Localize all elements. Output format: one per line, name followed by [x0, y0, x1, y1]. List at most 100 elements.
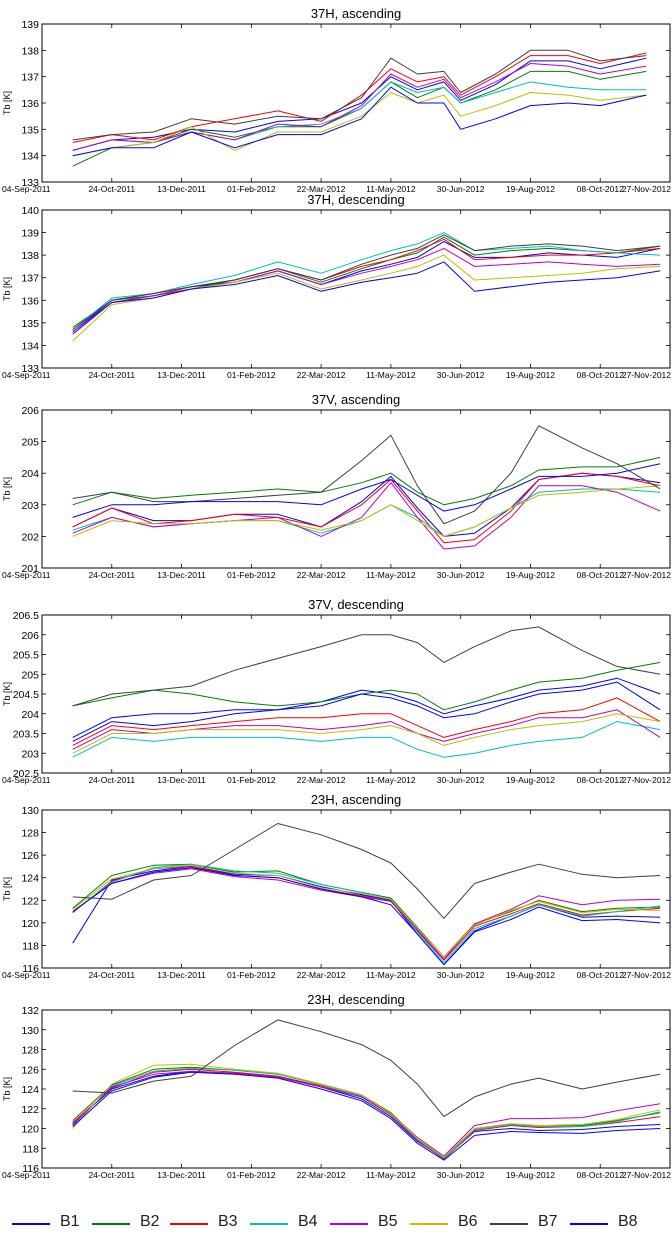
- y-tick-label: 126: [21, 850, 39, 862]
- x-tick-label: 13-Dec-2011: [157, 775, 206, 785]
- x-tick-label: 22-Mar-2012: [297, 184, 346, 194]
- series-line-b2: [72, 236, 661, 328]
- y-tick-label: 133: [21, 177, 39, 189]
- chart-title: 37V, descending: [308, 597, 404, 612]
- series-line-b5: [72, 247, 661, 333]
- series-line-b1: [72, 1070, 661, 1159]
- x-tick-label: 24-Oct-2011: [88, 570, 135, 580]
- legend-label: B4: [298, 1213, 318, 1230]
- chart-panel: 37V, ascending Tb [K] 201 202 203 204 205 206 04…: [2, 392, 671, 580]
- y-tick-label: 118: [22, 940, 39, 952]
- x-tick-label: 04-Sep-2011: [2, 184, 51, 194]
- legend-swatch: [570, 1223, 608, 1225]
- series-line-b8: [72, 463, 661, 518]
- y-axis-label: Tb [K]: [2, 877, 12, 901]
- chart-title: 37H, ascending: [311, 6, 401, 21]
- x-tick-label: 01-Feb-2012: [227, 1170, 276, 1180]
- y-tick-label: 135: [21, 318, 39, 330]
- legend-label: B8: [618, 1213, 638, 1230]
- x-tick-label: 19-Aug-2012: [506, 1170, 555, 1180]
- y-tick-label: 118: [22, 1143, 39, 1155]
- series-line-b7: [72, 234, 661, 331]
- y-tick-label: 206: [21, 630, 39, 642]
- y-tick-label: 120: [21, 1124, 39, 1136]
- y-tick-label: 203: [21, 500, 39, 512]
- series-line-b6: [72, 254, 661, 342]
- x-tick-label: 19-Aug-2012: [506, 570, 555, 580]
- x-tick-label: 01-Feb-2012: [227, 570, 276, 580]
- chart-panel: 37H, descending Tb [K] 133 134 135 136 137 138 1…: [2, 192, 671, 380]
- x-tick-label: 27-Nov-2012: [622, 1170, 671, 1180]
- x-tick-label: 11-May-2012: [366, 1170, 416, 1180]
- y-tick-label: 128: [21, 828, 39, 840]
- y-tick-label: 203.5: [13, 729, 39, 741]
- y-tick-label: 139: [21, 228, 39, 240]
- series-line-b5: [72, 63, 647, 151]
- y-tick-label: 205.5: [13, 650, 39, 662]
- y-axis-label: Tb [K]: [2, 91, 12, 115]
- series-line-b8: [72, 867, 661, 966]
- series-line-b5: [72, 482, 661, 550]
- series-line-b1: [72, 865, 661, 966]
- legend-swatch: [170, 1223, 208, 1225]
- x-tick-label: 08-Oct-2012: [577, 775, 625, 785]
- series-line-b4: [72, 1067, 661, 1159]
- series-line-b7: [72, 49, 647, 141]
- series-line-b7: [72, 425, 661, 525]
- legend-label: B7: [538, 1213, 558, 1230]
- series-line-b3: [72, 697, 661, 746]
- plot-frame: [41, 409, 671, 569]
- y-tick-label: 128: [21, 1045, 39, 1057]
- y-tick-label: 116: [22, 963, 39, 975]
- y-tick-label: 139: [21, 19, 39, 31]
- chart-panel: 23H, ascending Tb [K] 116 118 120 122 124 126 12…: [2, 792, 671, 980]
- y-tick-label: 124: [21, 1084, 39, 1096]
- y-axis-label: Tb [K]: [2, 477, 12, 501]
- x-tick-label: 13-Dec-2011: [157, 370, 206, 380]
- x-tick-label: 27-Nov-2012: [622, 970, 671, 980]
- x-tick-label: 04-Sep-2011: [2, 370, 51, 380]
- x-tick-label: 11-May-2012: [366, 570, 416, 580]
- x-tick-label: 04-Sep-2011: [2, 970, 51, 980]
- x-tick-label: 13-Dec-2011: [157, 570, 206, 580]
- series-line-b2: [72, 661, 661, 711]
- chart-title: 23H, descending: [307, 992, 405, 1007]
- x-tick-label: 11-May-2012: [366, 370, 416, 380]
- x-tick-label: 27-Nov-2012: [622, 775, 671, 785]
- series-line-b5: [72, 709, 661, 750]
- series-line-b8: [72, 1071, 661, 1161]
- charts-figure: 37H, ascending Tb [K] 133 134 135 136 137 138 13…: [2, 6, 671, 1180]
- x-tick-label: 01-Feb-2012: [227, 370, 276, 380]
- x-tick-label: 11-May-2012: [366, 775, 416, 785]
- y-tick-label: 205: [21, 437, 39, 449]
- series-line-b7: [72, 626, 661, 707]
- y-tick-label: 206: [21, 405, 39, 417]
- x-tick-label: 30-Jun-2012: [437, 570, 485, 580]
- series-line-b4: [72, 232, 661, 330]
- x-tick-label: 01-Feb-2012: [227, 970, 276, 980]
- y-tick-label: 201: [21, 563, 39, 575]
- series-line-b8: [72, 261, 661, 335]
- x-tick-label: 19-Aug-2012: [506, 184, 555, 194]
- series-line-b4: [72, 721, 661, 758]
- legend-label: B3: [218, 1213, 238, 1230]
- x-tick-label: 04-Sep-2011: [2, 775, 51, 785]
- x-tick-label: 24-Oct-2011: [88, 775, 135, 785]
- x-tick-label: 13-Dec-2011: [157, 184, 206, 194]
- y-tick-label: 126: [21, 1064, 39, 1076]
- x-tick-label: 30-Jun-2012: [437, 1170, 485, 1180]
- x-tick-label: 22-Mar-2012: [297, 970, 346, 980]
- legend-swatch: [92, 1223, 130, 1225]
- plot-frame: [41, 209, 671, 369]
- x-tick-label: 22-Mar-2012: [297, 370, 346, 380]
- series-line-b8: [72, 86, 647, 157]
- x-tick-label: 11-May-2012: [366, 184, 416, 194]
- x-tick-label: 30-Jun-2012: [437, 184, 485, 194]
- series-line-b8: [72, 681, 661, 738]
- series-line-b1: [72, 472, 661, 537]
- series-line-b6: [72, 1063, 661, 1158]
- y-tick-label: 133: [21, 363, 39, 375]
- series-line-b6: [72, 92, 647, 157]
- y-tick-label: 203: [21, 748, 39, 760]
- x-tick-label: 13-Dec-2011: [157, 1170, 206, 1180]
